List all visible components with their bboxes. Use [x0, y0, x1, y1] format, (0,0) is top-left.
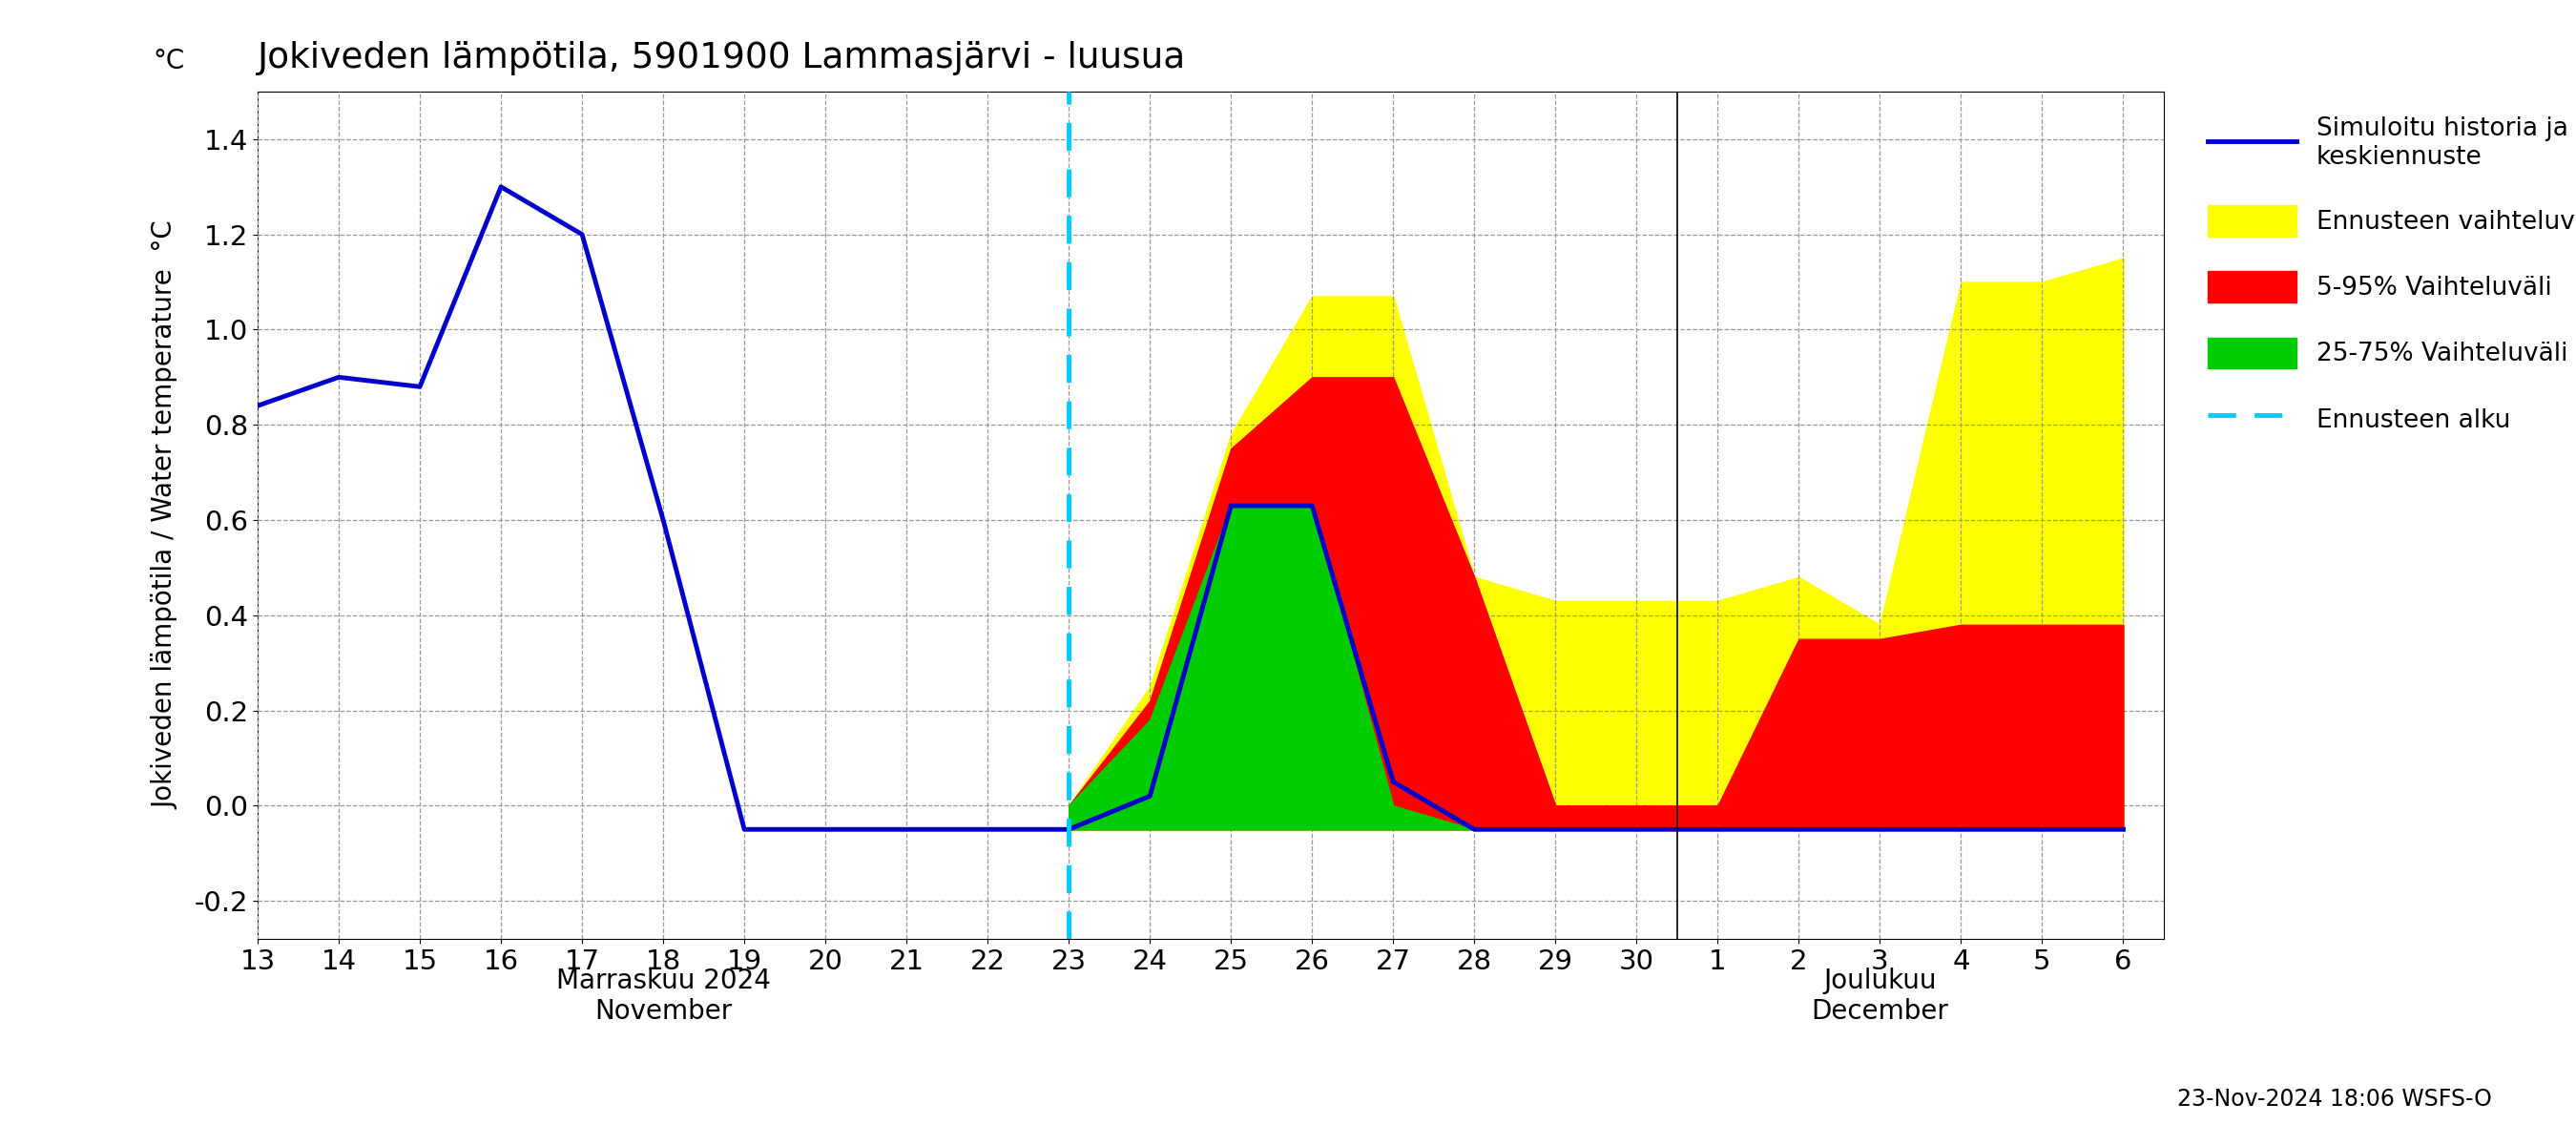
- Text: 23-Nov-2024 18:06 WSFS-O: 23-Nov-2024 18:06 WSFS-O: [2177, 1088, 2491, 1111]
- Text: Jokiveden lämpötila, 5901900 Lammasjärvi - luusua: Jokiveden lämpötila, 5901900 Lammasjärvi…: [258, 41, 1185, 76]
- Text: Marraskuu 2024
November: Marraskuu 2024 November: [556, 968, 770, 1025]
- Y-axis label: Jokiveden lämpötila / Water temperature  °C: Jokiveden lämpötila / Water temperature …: [152, 221, 178, 810]
- Text: °C: °C: [152, 48, 185, 74]
- Text: Joulukuu
December: Joulukuu December: [1811, 968, 1947, 1025]
- Legend: Simuloitu historia ja
keskiennuste, Ennusteen vaihteluväli, 5-95% Vaihteluväli, : Simuloitu historia ja keskiennuste, Ennu…: [2195, 104, 2576, 447]
